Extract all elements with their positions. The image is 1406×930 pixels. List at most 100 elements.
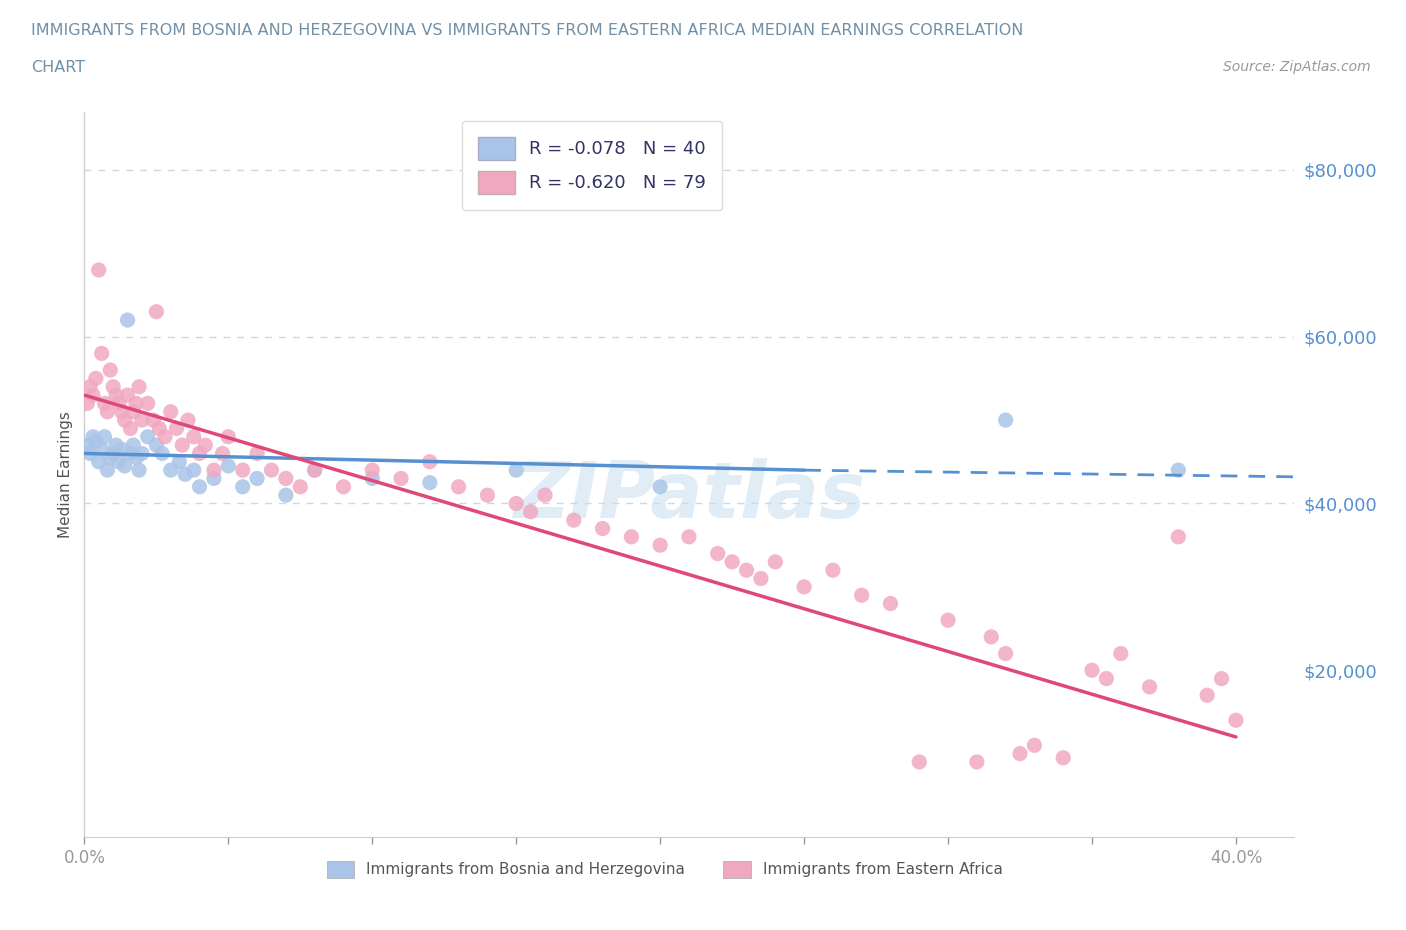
Point [1211, 671, 1233, 686]
Point [1024, 737, 1046, 752]
Point [217, 458, 239, 473]
Point [111, 442, 134, 457]
Point [76, 396, 98, 411]
Point [111, 405, 134, 419]
Point [505, 496, 527, 511]
Point [749, 571, 772, 586]
Point [1052, 751, 1074, 765]
Point [361, 471, 384, 485]
Point [936, 613, 959, 628]
Point [274, 471, 297, 485]
Legend: Immigrants from Bosnia and Herzegovina, Immigrants from Eastern Africa: Immigrants from Bosnia and Herzegovina, … [321, 855, 1010, 884]
Point [87, 262, 110, 277]
Point [332, 479, 354, 494]
Point [117, 388, 139, 403]
Point [82, 430, 104, 445]
Point [1008, 746, 1031, 761]
Point [183, 430, 205, 445]
Point [188, 446, 211, 461]
Point [93, 430, 115, 445]
Point [304, 463, 326, 478]
Point [793, 579, 815, 594]
Point [128, 379, 150, 394]
Point [211, 446, 233, 461]
Point [232, 479, 254, 494]
Point [447, 479, 470, 494]
Point [763, 554, 786, 569]
Point [1225, 712, 1247, 727]
Point [389, 471, 412, 485]
Point [120, 421, 142, 436]
Point [131, 413, 153, 428]
Point [260, 463, 283, 478]
Point [101, 379, 124, 394]
Point [82, 388, 104, 403]
Point [650, 479, 672, 494]
Point [735, 563, 758, 578]
Point [980, 630, 1002, 644]
Point [166, 421, 188, 436]
Text: Source: ZipAtlas.com: Source: ZipAtlas.com [1223, 60, 1371, 74]
Point [290, 479, 312, 494]
Point [114, 413, 136, 428]
Point [120, 446, 142, 461]
Point [706, 546, 728, 561]
Point [821, 563, 844, 578]
Point [93, 396, 115, 411]
Point [246, 446, 269, 461]
Point [145, 438, 167, 453]
Point [98, 363, 121, 378]
Text: IMMIGRANTS FROM BOSNIA AND HERZEGOVINA VS IMMIGRANTS FROM EASTERN AFRICA MEDIAN : IMMIGRANTS FROM BOSNIA AND HERZEGOVINA V… [31, 23, 1024, 38]
Point [150, 446, 173, 461]
Point [592, 521, 614, 536]
Point [274, 487, 297, 502]
Point [650, 538, 672, 552]
Point [84, 371, 107, 386]
Point [217, 430, 239, 445]
Point [304, 463, 326, 478]
Point [620, 529, 643, 544]
Point [419, 455, 441, 470]
Point [98, 450, 121, 465]
Point [361, 463, 384, 478]
Point [194, 438, 217, 453]
Point [246, 471, 269, 485]
Text: ZIPatlas: ZIPatlas [513, 458, 865, 534]
Point [1095, 671, 1118, 686]
Point [908, 754, 931, 769]
Point [1167, 463, 1189, 478]
Point [125, 450, 148, 465]
Point [114, 458, 136, 473]
Point [90, 346, 112, 361]
Point [519, 504, 541, 519]
Point [534, 487, 557, 502]
Point [159, 405, 181, 419]
Point [148, 421, 170, 436]
Text: CHART: CHART [31, 60, 84, 75]
Point [177, 413, 200, 428]
Point [96, 405, 118, 419]
Point [117, 312, 139, 327]
Point [108, 455, 131, 470]
Point [994, 413, 1017, 428]
Point [159, 463, 181, 478]
Point [678, 529, 700, 544]
Point [128, 463, 150, 478]
Point [419, 475, 441, 490]
Point [188, 479, 211, 494]
Point [105, 438, 128, 453]
Point [131, 446, 153, 461]
Point [232, 463, 254, 478]
Point [96, 463, 118, 478]
Point [505, 463, 527, 478]
Point [84, 433, 107, 448]
Point [105, 388, 128, 403]
Point [562, 512, 585, 527]
Point [79, 446, 101, 461]
Point [90, 442, 112, 457]
Point [145, 304, 167, 319]
Point [172, 438, 194, 453]
Point [1167, 529, 1189, 544]
Point [202, 463, 225, 478]
Point [879, 596, 901, 611]
